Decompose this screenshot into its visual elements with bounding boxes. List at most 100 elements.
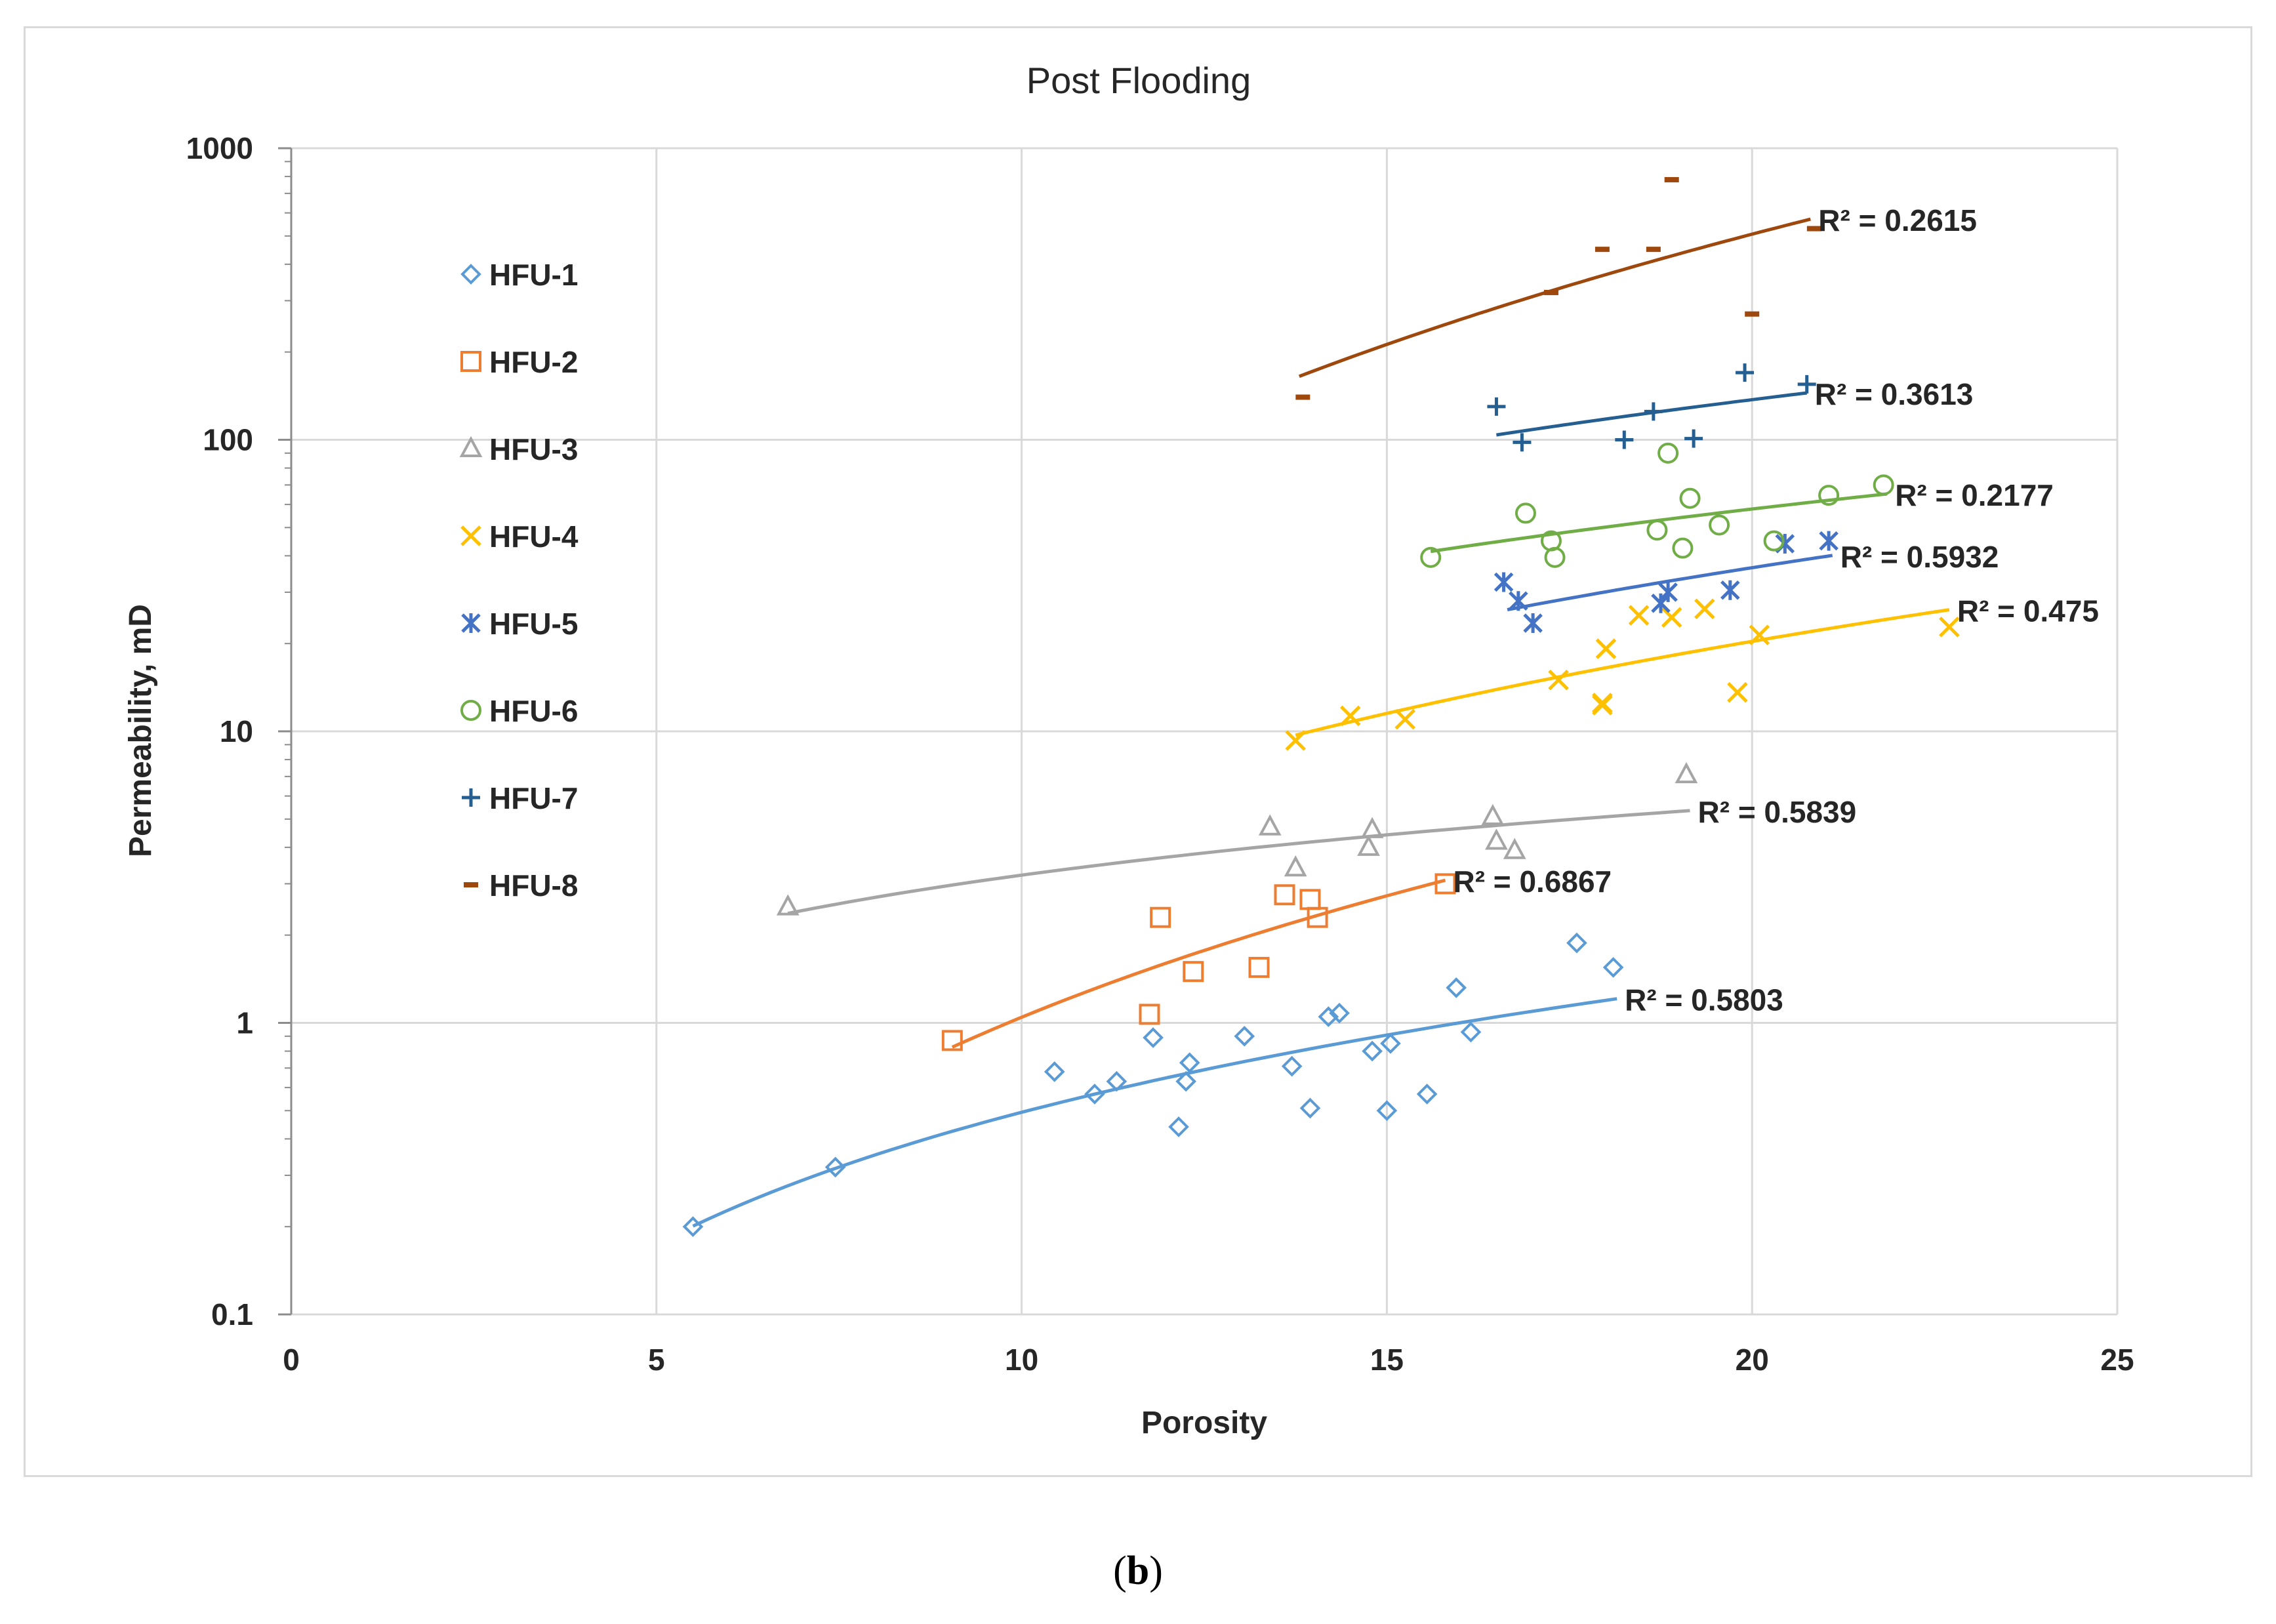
hfu-1-point bbox=[1143, 1027, 1164, 1048]
hfu-6-point bbox=[1763, 530, 1785, 552]
hfu-7-point bbox=[1644, 402, 1663, 421]
hfu-1-point bbox=[1329, 1002, 1350, 1024]
hfu-1-point bbox=[1416, 1084, 1438, 1105]
hfu-1-legend-label: HFU-1 bbox=[489, 258, 578, 292]
hfu-1-point bbox=[1106, 1070, 1128, 1092]
hfu-1-point bbox=[824, 1156, 846, 1178]
x-tick-label: 10 bbox=[1005, 1343, 1038, 1377]
hfu-7-r2-label: R² = 0.3613 bbox=[1815, 377, 1974, 411]
chart-title: Post Flooding bbox=[1026, 60, 1251, 101]
hfu-2-point bbox=[1139, 1004, 1160, 1025]
hfu-1-point bbox=[1380, 1033, 1401, 1054]
hfu-4-point bbox=[1749, 624, 1770, 645]
hfu-8-legend-marker bbox=[464, 882, 478, 887]
hfu-4-r2-label: R² = 0.475 bbox=[1957, 594, 2099, 628]
hfu-5-point bbox=[1523, 613, 1543, 634]
hfu-6-legend-marker bbox=[460, 700, 481, 721]
hfu-5-point bbox=[1494, 572, 1514, 592]
hfu-1-point bbox=[1175, 1070, 1196, 1092]
legend-layer: HFU-1 HFU-2 HFU-3 HFU-4 HFU-5 HFU-6 HFU-7 HFU-8 bbox=[459, 258, 579, 903]
hfu-5-legend-marker bbox=[461, 613, 481, 633]
hfu-1-point bbox=[1446, 977, 1467, 998]
hfu-3-point bbox=[776, 894, 800, 916]
hfu-6-point bbox=[1679, 487, 1701, 509]
hfu-5-legend-label: HFU-5 bbox=[489, 607, 578, 641]
caption-open: ( bbox=[1113, 1549, 1127, 1593]
hfu-8-point bbox=[1295, 394, 1311, 400]
hfu-7-legend-label: HFU-7 bbox=[489, 781, 578, 815]
hfu-6-point bbox=[1709, 514, 1730, 536]
hfu-4-point bbox=[1285, 730, 1306, 751]
hfu-4-point bbox=[1548, 669, 1569, 691]
hfu-2-point bbox=[1150, 906, 1171, 928]
hfu-4-point bbox=[1592, 695, 1613, 716]
hfu-1-point bbox=[1179, 1052, 1200, 1074]
hfu-6-point bbox=[1818, 485, 1840, 506]
hfu-1-point bbox=[1376, 1100, 1398, 1122]
hfu-2-point bbox=[1434, 873, 1456, 895]
hfu-2-legend-label: HFU-2 bbox=[489, 345, 578, 379]
hfu-8-point bbox=[1806, 226, 1821, 232]
caption-close: ) bbox=[1149, 1549, 1163, 1593]
hfu-5-point bbox=[1658, 582, 1678, 602]
hfu-7-point bbox=[1513, 433, 1532, 452]
figure-caption: (b) bbox=[0, 1548, 2276, 1594]
hfu-3-point bbox=[1485, 828, 1508, 850]
hfu-6-point bbox=[1672, 537, 1694, 559]
hfu-4-point bbox=[1694, 598, 1715, 620]
hfu-6-point bbox=[1657, 442, 1679, 464]
hfu-1-point bbox=[1281, 1055, 1303, 1077]
x-tick-label: 5 bbox=[648, 1343, 665, 1377]
hfu-6-point bbox=[1873, 474, 1894, 496]
hfu-1-point bbox=[1234, 1026, 1255, 1047]
hfu-5-trendline bbox=[1507, 554, 1833, 611]
hfu-1-point bbox=[1168, 1116, 1189, 1137]
hfu-4-legend-label: HFU-4 bbox=[489, 519, 579, 554]
hfu-6-trendline bbox=[1430, 492, 1888, 554]
chart-frame bbox=[24, 26, 2252, 1477]
hfu-2-r2-label: R² = 0.6867 bbox=[1453, 864, 1612, 899]
y-tick-label: 1 bbox=[236, 1006, 253, 1040]
hfu-4-point bbox=[1628, 605, 1650, 626]
hfu-7-legend-marker bbox=[462, 788, 480, 807]
hfu-6-point bbox=[1646, 519, 1668, 541]
hfu-3-point bbox=[1284, 855, 1307, 877]
hfu-8-r2-label: R² = 0.2615 bbox=[1818, 203, 1977, 237]
hfu-3-legend-marker bbox=[459, 436, 483, 457]
hfu-3-point bbox=[1503, 838, 1526, 859]
hfu-5-point bbox=[1720, 580, 1740, 600]
hfu-1-point bbox=[1460, 1021, 1482, 1043]
hfu-2-point bbox=[1299, 889, 1321, 910]
hfu-1-point bbox=[1084, 1084, 1105, 1105]
hfu-1-point bbox=[682, 1216, 704, 1238]
hfu-2-trendline bbox=[951, 878, 1446, 1049]
caption-letter: b bbox=[1126, 1549, 1150, 1593]
hfu-7-point bbox=[1615, 430, 1634, 449]
hfu-3-point bbox=[1360, 817, 1384, 838]
hfu-8-trendline bbox=[1298, 217, 1811, 378]
trend-layer bbox=[692, 217, 1950, 1228]
hfu-3-point bbox=[1675, 761, 1698, 784]
hfu-1-legend-marker bbox=[460, 264, 481, 285]
hfu-4-point bbox=[1595, 638, 1617, 659]
y-tick-label: 0.1 bbox=[211, 1297, 253, 1331]
hfu-3-r2-label: R² = 0.5839 bbox=[1698, 795, 1857, 829]
hfu-3-point bbox=[1357, 834, 1380, 856]
hfu-7-point bbox=[1487, 397, 1506, 416]
hfu-2-point bbox=[1274, 884, 1295, 906]
y-tick-label: 1000 bbox=[186, 131, 253, 165]
hfu-7-point bbox=[1684, 429, 1703, 448]
y-tick-label: 100 bbox=[203, 423, 253, 457]
hfu-4-point bbox=[1939, 617, 1960, 638]
hfu-4-trendline bbox=[1295, 608, 1950, 737]
hfu-3-point bbox=[1481, 803, 1505, 825]
hfu-2-point bbox=[941, 1030, 963, 1051]
x-tick-label: 20 bbox=[1736, 1343, 1769, 1377]
hfu-2-legend-marker bbox=[460, 351, 481, 372]
hfu-5-point bbox=[1775, 533, 1795, 554]
hfu-4-point bbox=[1339, 705, 1361, 727]
marker-layer bbox=[682, 176, 1960, 1238]
hfu-6-legend-label: HFU-6 bbox=[489, 694, 578, 728]
hfu-5-point bbox=[1819, 531, 1839, 551]
hfu-3-trendline bbox=[787, 809, 1690, 916]
